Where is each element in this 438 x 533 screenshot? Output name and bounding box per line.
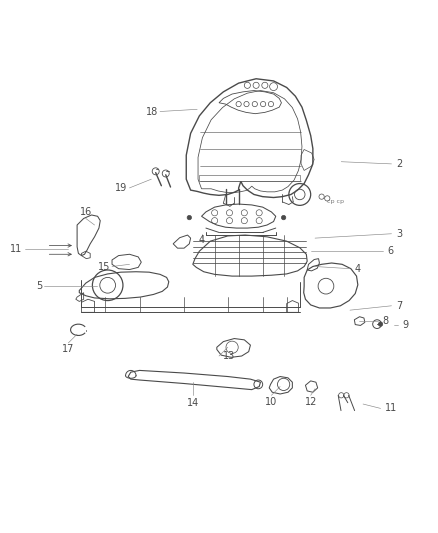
Text: 16: 16 [80, 207, 92, 217]
Text: 12: 12 [304, 397, 317, 407]
Text: 11: 11 [385, 403, 397, 414]
Text: 2: 2 [396, 159, 402, 169]
Text: cp cp: cp cp [327, 199, 344, 204]
Text: 9: 9 [403, 320, 409, 330]
Text: 18: 18 [145, 107, 158, 117]
Text: 10: 10 [265, 397, 278, 407]
Text: 19: 19 [115, 183, 127, 193]
Text: 8: 8 [383, 316, 389, 326]
Text: 5: 5 [36, 281, 42, 291]
Circle shape [378, 322, 383, 326]
Text: 6: 6 [387, 246, 393, 256]
Text: 14: 14 [187, 398, 199, 408]
Circle shape [282, 215, 286, 220]
Text: 17: 17 [62, 344, 74, 354]
Text: 13: 13 [223, 351, 236, 361]
Text: 3: 3 [396, 229, 402, 239]
Text: 15: 15 [98, 262, 110, 271]
Text: 11: 11 [10, 244, 22, 254]
Text: 7: 7 [396, 301, 402, 311]
Circle shape [187, 215, 191, 220]
Text: 4: 4 [354, 264, 360, 273]
Text: 4: 4 [198, 235, 205, 245]
